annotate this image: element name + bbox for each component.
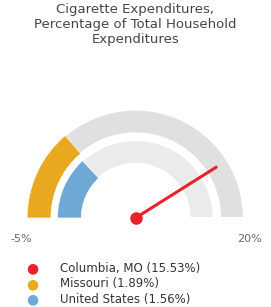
Wedge shape	[57, 161, 99, 218]
Wedge shape	[27, 135, 81, 218]
Text: 20%: 20%	[237, 234, 262, 244]
Text: Missouri (1.89%): Missouri (1.89%)	[60, 278, 159, 290]
Text: ●: ●	[27, 262, 38, 276]
Text: ●: ●	[27, 277, 38, 291]
Wedge shape	[27, 110, 244, 218]
Wedge shape	[57, 140, 214, 218]
Text: -5%: -5%	[11, 234, 33, 244]
Text: United States (1.56%): United States (1.56%)	[60, 293, 190, 306]
Text: Cigarette Expenditures,
Percentage of Total Household
Expenditures: Cigarette Expenditures, Percentage of To…	[34, 3, 237, 46]
Text: ●: ●	[27, 292, 38, 306]
Text: Columbia, MO (15.53%): Columbia, MO (15.53%)	[60, 262, 200, 275]
